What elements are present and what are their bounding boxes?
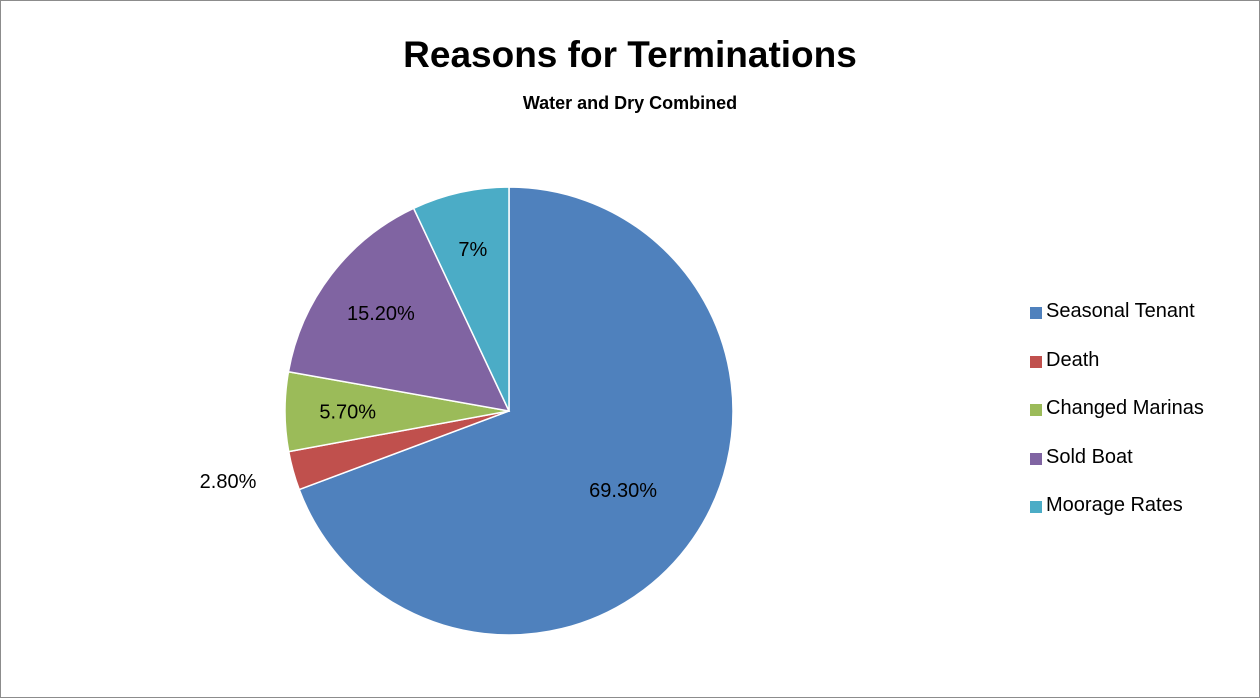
- legend-swatch: [1030, 452, 1042, 465]
- legend-item-changed-marinas: Changed Marinas: [1030, 397, 1255, 421]
- legend-label: Moorage Rates: [1046, 494, 1183, 516]
- legend-label: Seasonal Tenant: [1046, 300, 1195, 322]
- legend-label: Sold Boat: [1046, 445, 1133, 468]
- legend-label: Changed Marinas: [1046, 397, 1204, 419]
- data-label-moorage-rates: 7%: [458, 239, 487, 261]
- legend-swatch: [1030, 501, 1042, 513]
- data-label-death: 2.80%: [200, 471, 257, 493]
- data-label-seasonal-tenant: 69.30%: [589, 480, 657, 502]
- legend-swatch: [1030, 404, 1042, 416]
- legend-swatch: [1030, 307, 1042, 319]
- legend-label: Death: [1046, 348, 1100, 371]
- legend: Seasonal Tenant Death Changed Marinas So…: [1030, 300, 1255, 543]
- legend-swatch: [1030, 355, 1042, 368]
- pie-slice-seasonal-tenant: [298, 186, 734, 636]
- legend-item-seasonal-tenant: Seasonal Tenant: [1030, 300, 1255, 324]
- legend-item-death: Death: [1030, 349, 1255, 373]
- legend-item-moorage-rates: Moorage Rates: [1030, 494, 1255, 518]
- data-label-sold-boat: 15.20%: [347, 303, 415, 325]
- chart-subtitle: Water and Dry Combined: [522, 93, 738, 113]
- chart-title: Reasons for Terminations: [403, 34, 857, 75]
- data-label-changed-marinas: 5.70%: [319, 402, 376, 424]
- pie-slice-sold-boat: [287, 207, 511, 412]
- pie-slice-moorage-rates: [412, 186, 510, 412]
- legend-item-sold-boat: Sold Boat: [1030, 446, 1255, 470]
